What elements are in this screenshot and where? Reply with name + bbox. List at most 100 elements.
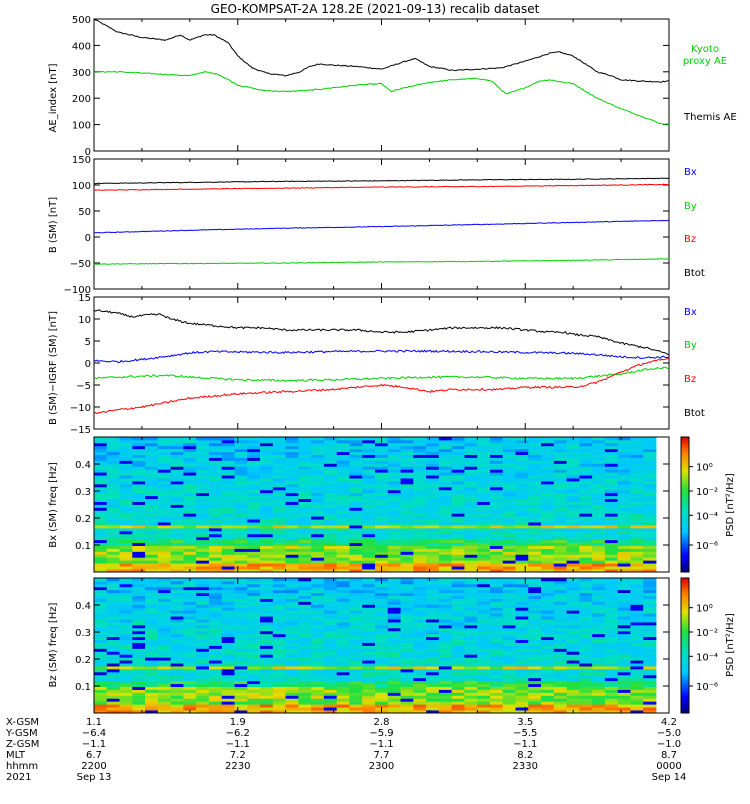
spectrogram-cell	[566, 651, 580, 655]
spectrogram-cell	[94, 463, 108, 467]
spectrogram-cell	[119, 545, 133, 549]
spectrogram-cell	[630, 583, 644, 588]
spectrogram-cell	[451, 495, 465, 500]
spectrogram-cell	[502, 501, 516, 505]
spectrogram-cell	[464, 666, 478, 670]
spectrogram-cell	[132, 442, 146, 447]
spectrogram-cell	[375, 530, 389, 535]
spectrogram-cell	[617, 692, 631, 696]
spectrogram-cell	[387, 695, 401, 699]
spectrogram-cell	[362, 660, 376, 664]
spectrogram-cell	[464, 680, 478, 685]
spectrogram-cell	[234, 536, 248, 541]
spectrogram-cell	[311, 648, 325, 652]
spectrogram-cell	[234, 489, 248, 494]
spectrogram-cell	[387, 607, 401, 611]
spectrogram-cell	[132, 704, 146, 708]
spectrogram-cell	[170, 530, 184, 535]
spectrogram-cell	[541, 513, 555, 517]
spectrogram-cell	[413, 710, 427, 714]
spectrogram-cell	[592, 519, 606, 523]
spectrogram-cell	[208, 680, 223, 685]
spectrogram-cell	[106, 492, 120, 497]
spectrogram-cell	[106, 710, 120, 714]
spectrogram-cell	[502, 569, 516, 573]
spectrogram-cell	[349, 437, 363, 441]
spectrogram-cell	[553, 451, 567, 455]
spectrogram-cell	[413, 536, 427, 541]
spectrogram-cell	[579, 519, 593, 523]
spectrogram-cell	[477, 689, 491, 693]
spectrogram-cell	[643, 492, 657, 497]
spectrogram-cell	[94, 519, 108, 523]
spectrogram-cell	[132, 437, 146, 441]
spectrogram-cell	[234, 545, 248, 549]
spectrogram-cell	[336, 530, 350, 535]
spectrogram-cell	[502, 710, 516, 714]
spectrogram-cell	[247, 445, 261, 450]
bz-colorbar-label: PSD [nT²/Hz]	[725, 613, 736, 677]
spectrogram-cell	[208, 616, 223, 620]
spectrogram-cell	[515, 472, 529, 476]
spectrogram-cell	[579, 513, 593, 517]
spectrogram-cell	[387, 569, 401, 573]
spectrogram-cell	[566, 680, 580, 685]
spectrogram-cell	[617, 680, 631, 685]
spectrogram-cell	[541, 622, 555, 626]
spectrogram-cell	[362, 530, 376, 535]
spectrogram-cell	[566, 689, 580, 693]
spectrogram-cell	[592, 695, 606, 699]
spectrogram-cell	[145, 445, 159, 450]
spectrogram-cell	[323, 437, 338, 441]
spectrogram-cell	[157, 651, 172, 655]
spectrogram-cell	[311, 451, 325, 455]
spectrogram-cell	[196, 475, 210, 479]
spectrogram-cell	[119, 583, 133, 588]
spectrogram-cell	[413, 642, 427, 646]
spectrogram-cell	[643, 636, 657, 641]
spectrogram-cell	[132, 592, 146, 596]
spectrogram-cell	[579, 642, 593, 646]
spectrogram-cell	[94, 454, 108, 458]
spectrogram-cell	[183, 686, 197, 690]
spectrogram-cell	[119, 557, 133, 561]
spectrogram-cell	[145, 533, 159, 538]
spectrogram-cell	[464, 492, 478, 497]
spectrogram-cell	[515, 595, 529, 599]
spectrogram-cell	[260, 569, 274, 573]
spectrogram-cell	[375, 633, 389, 638]
spectrogram-cell	[579, 660, 593, 664]
spectrogram-cell	[541, 660, 555, 664]
spectrogram-cell	[349, 657, 363, 661]
spectrogram-cell	[94, 469, 108, 473]
spectrogram-cell	[336, 513, 350, 517]
spectrogram-cell	[604, 489, 619, 494]
spectrogram-cell	[375, 557, 389, 561]
spectrogram-cell	[630, 704, 644, 708]
spectrogram-cell	[387, 513, 401, 517]
spectrogram-cell	[272, 595, 286, 599]
spectrogram-cell	[234, 686, 248, 690]
ephemeris-value: 0000	[656, 761, 681, 772]
spectrogram-cell	[336, 619, 350, 623]
spectrogram-cell	[515, 695, 529, 699]
spectrogram-cell	[643, 583, 657, 588]
spectrogram-cell	[413, 548, 427, 552]
spectrogram-cell	[157, 636, 172, 641]
spectrogram-cell	[579, 460, 593, 464]
spectrogram-cell	[502, 677, 516, 682]
spectrogram-cell	[196, 439, 210, 444]
spectrogram-cell	[272, 677, 286, 682]
spectrogram-cell	[247, 598, 261, 602]
spectrogram-cell	[464, 530, 478, 535]
spectrogram-cell	[119, 683, 133, 687]
spectrogram-cell	[106, 557, 120, 561]
spectrogram-cell	[260, 475, 274, 479]
spectrogram-cell	[541, 589, 555, 594]
spectrogram-cell	[464, 701, 478, 705]
spectrogram-cell	[489, 563, 504, 567]
spectrogram-cell	[298, 642, 312, 646]
spectrogram-cell	[489, 551, 504, 555]
